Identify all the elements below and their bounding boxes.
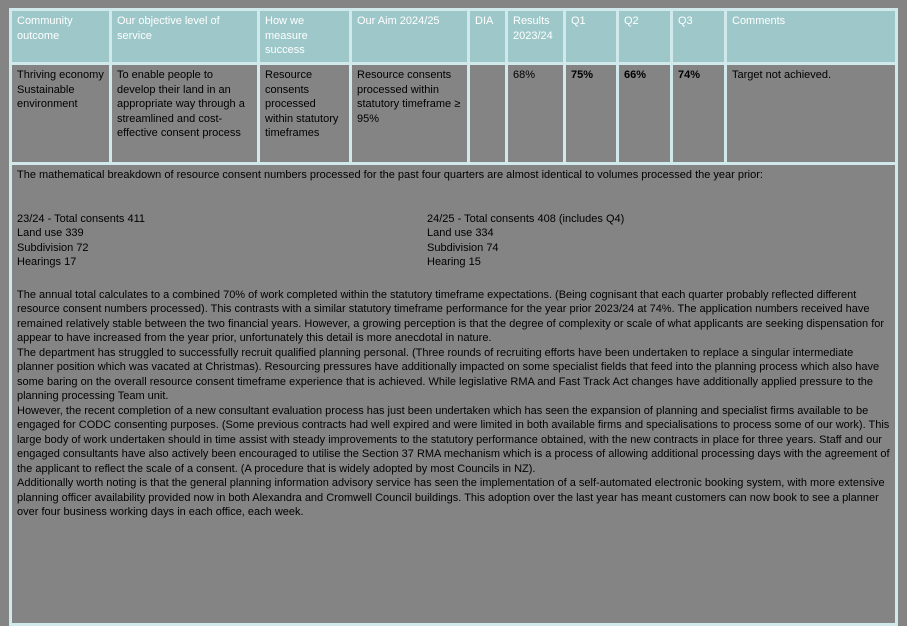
header-q2: Q2 — [616, 8, 673, 65]
header-comments: Comments — [724, 8, 898, 65]
narrative-paragraph-annual-total: The annual total calculates to a combine… — [17, 288, 885, 345]
header-q3: Q3 — [670, 8, 727, 65]
table-header-row: Community outcome Our objective level of… — [9, 8, 898, 65]
cell-q3-result: 74% — [670, 62, 727, 165]
narrative-intro: The mathematical breakdown of resource c… — [17, 169, 763, 181]
narrative-cell: The mathematical breakdown of resource c… — [9, 162, 898, 626]
narrative-paragraph-consultants: However, the recent completion of a new … — [17, 404, 890, 475]
cell-comment-summary: Target not achieved. — [724, 62, 898, 165]
header-objective-level-of-service: Our objective level of service — [109, 8, 260, 65]
cell-community-outcome: Thriving economy Sustainable environment — [9, 62, 112, 165]
header-results-prev-year: Results 2023/24 — [505, 8, 566, 65]
header-our-aim: Our Aim 2024/25 — [349, 8, 470, 65]
cell-how-we-measure-success: Resource consents processed within statu… — [257, 62, 352, 165]
cell-q2-result: 66% — [616, 62, 673, 165]
header-how-we-measure-success: How we measure success — [257, 8, 352, 65]
breakdown-prev-year: 23/24 - Total consents 411 Land use 339 … — [17, 212, 146, 269]
kpi-data-row: Thriving economy Sustainable environment… — [9, 62, 898, 165]
breakdown-current-year: 24/25 - Total consents 408 (includes Q4)… — [427, 212, 625, 269]
narrative-content: The mathematical breakdown of resource c… — [17, 168, 890, 520]
narrative-row: The mathematical breakdown of resource c… — [9, 162, 898, 626]
consent-breakdown: 23/24 - Total consents 411 Land use 339 … — [17, 212, 890, 270]
cell-objective-level-of-service: To enable people to develop their land i… — [109, 62, 260, 165]
header-q1: Q1 — [563, 8, 619, 65]
narrative-paragraph-booking-system: Additionally worth noting is that the ge… — [17, 477, 885, 519]
header-dia: DIA — [467, 8, 508, 65]
performance-table: Community outcome Our objective level of… — [9, 8, 898, 626]
narrative-paragraph-recruitment: The department has struggled to successf… — [17, 346, 880, 403]
header-community-outcome: Community outcome — [9, 8, 112, 65]
cell-q1-result: 75% — [563, 62, 619, 165]
cell-our-aim: Resource consents processed within statu… — [349, 62, 470, 165]
cell-dia — [467, 62, 508, 165]
cell-results-prev-year: 68% — [505, 62, 566, 165]
